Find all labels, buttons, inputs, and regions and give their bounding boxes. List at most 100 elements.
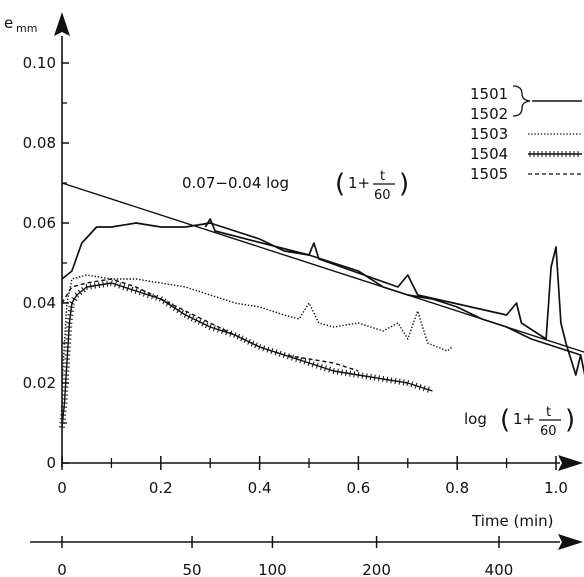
legend-label-1502: 1502 <box>470 105 508 123</box>
series-marker-1504 <box>118 282 122 289</box>
series-marker-1504 <box>89 283 92 290</box>
x-axis-label-prefix: log <box>464 410 487 428</box>
series-line-1504 <box>61 282 433 428</box>
time-axis-label: Time (min) <box>471 512 553 530</box>
series-marker-1504 <box>59 422 66 424</box>
series-marker-1504 <box>373 374 376 381</box>
series-marker-1504 <box>68 306 75 308</box>
fit-line-label-den: 60 <box>374 188 391 203</box>
series-marker-1504 <box>122 283 126 291</box>
series-marker-1504 <box>58 426 66 428</box>
series-marker-1504 <box>60 410 67 412</box>
series-marker-1504 <box>67 310 74 312</box>
series-line-1505 <box>61 278 359 372</box>
x-tick-label: 0.4 <box>248 479 272 497</box>
series-marker-1504 <box>67 314 74 316</box>
series-marker-1504 <box>418 383 422 391</box>
legend-label-1503: 1503 <box>470 125 508 143</box>
series-marker-1504 <box>299 357 303 364</box>
series-marker-1504 <box>59 418 66 420</box>
fit-line-label-prefix: 0.07−0.04 log <box>182 174 289 192</box>
series-marker-1504 <box>183 312 188 318</box>
series-marker-1504 <box>369 373 372 381</box>
series-marker-1504 <box>386 376 389 383</box>
y-tick-label: 0.10 <box>23 54 56 72</box>
series-marker-1504 <box>394 377 397 385</box>
series-marker-1504 <box>142 290 146 297</box>
y-tick-label: 0.08 <box>23 134 56 152</box>
time-tick-label: 50 <box>182 561 201 577</box>
x-tick-label: 0.2 <box>149 479 173 497</box>
x-axis-arrow <box>558 455 583 471</box>
series-marker-1504 <box>361 372 364 379</box>
x-axis-label-lparen: ( <box>500 405 510 435</box>
series-marker-1504 <box>165 300 170 307</box>
series-marker-1504 <box>270 347 274 355</box>
x-axis-label-rparen: ) <box>565 405 575 435</box>
legend-label-1504: 1504 <box>470 145 508 163</box>
series-marker-1504 <box>340 369 343 376</box>
legend-swatch-1504 <box>528 151 582 157</box>
x-tick-label: 0.8 <box>445 479 469 497</box>
series-marker-1504 <box>357 371 360 379</box>
legend-brace <box>512 85 531 117</box>
series-marker-1504 <box>197 318 202 325</box>
fit-line-label-lparen: ( <box>335 169 345 199</box>
series-marker-1504 <box>179 309 185 316</box>
legend: 1501 1502 1503 1504 1505 <box>470 85 582 183</box>
series-marker-1504 <box>303 358 307 365</box>
y-tick-label: 0.06 <box>23 214 56 232</box>
x-axis-label-one-plus: 1+ <box>513 410 535 428</box>
series-marker-1504 <box>233 332 237 338</box>
series-marker-1504 <box>138 289 142 296</box>
series-marker-1504 <box>324 365 327 372</box>
x-axis-label-den: 60 <box>540 424 557 439</box>
fit-line-label-num: t <box>380 169 385 184</box>
series-marker-1504 <box>328 366 331 373</box>
y-tick-label: 0.02 <box>23 374 56 392</box>
series-line-1502 <box>204 218 584 376</box>
series-marker-1504 <box>426 386 430 393</box>
series-marker-1504 <box>208 323 212 331</box>
fit-line <box>61 182 584 353</box>
series-marker-1504 <box>398 378 401 385</box>
time-tick-label: 100 <box>258 561 287 577</box>
series-marker-1504 <box>319 363 323 371</box>
series-marker-1504 <box>66 318 73 320</box>
series-marker-1504 <box>126 285 130 292</box>
x-tick-label: 0 <box>57 479 67 497</box>
x-tick-label: 1.0 <box>544 479 568 497</box>
x-axis-label-num: t <box>546 405 551 420</box>
series-marker-1504 <box>311 361 315 368</box>
series-marker-1504 <box>151 293 154 300</box>
series-marker-1504 <box>201 320 205 327</box>
fit-line-label-one-plus: 1+ <box>348 174 370 192</box>
series-marker-1504 <box>378 375 380 382</box>
time-tick-label: 400 <box>485 561 514 577</box>
series-marker-1504 <box>278 350 282 357</box>
series-line-1501 <box>61 222 581 356</box>
series-marker-1504 <box>169 303 174 309</box>
series-marker-1504 <box>212 325 216 332</box>
series-marker-1504 <box>365 373 368 380</box>
series-marker-1504 <box>332 367 335 375</box>
series-marker-1504 <box>204 322 209 329</box>
series-marker-1504 <box>250 340 255 347</box>
series-marker-1504 <box>85 283 88 291</box>
series-marker-1504 <box>71 296 78 302</box>
series-marker-1504 <box>221 327 224 335</box>
series-marker-1504 <box>61 406 68 408</box>
series-marker-1504 <box>291 354 294 361</box>
fit-line-label-rparen: ) <box>399 169 409 199</box>
series-marker-1504 <box>60 414 67 416</box>
series-marker-1504 <box>410 381 414 388</box>
series-marker-1504 <box>134 287 138 295</box>
series-marker-1504 <box>353 371 356 378</box>
series-marker-1504 <box>102 281 105 288</box>
series-markers-1504 <box>58 279 430 428</box>
series-marker-1504 <box>382 375 385 383</box>
y-axis-label: e <box>4 14 13 32</box>
series-marker-1504 <box>77 289 83 295</box>
series-marker-1504 <box>349 370 352 377</box>
